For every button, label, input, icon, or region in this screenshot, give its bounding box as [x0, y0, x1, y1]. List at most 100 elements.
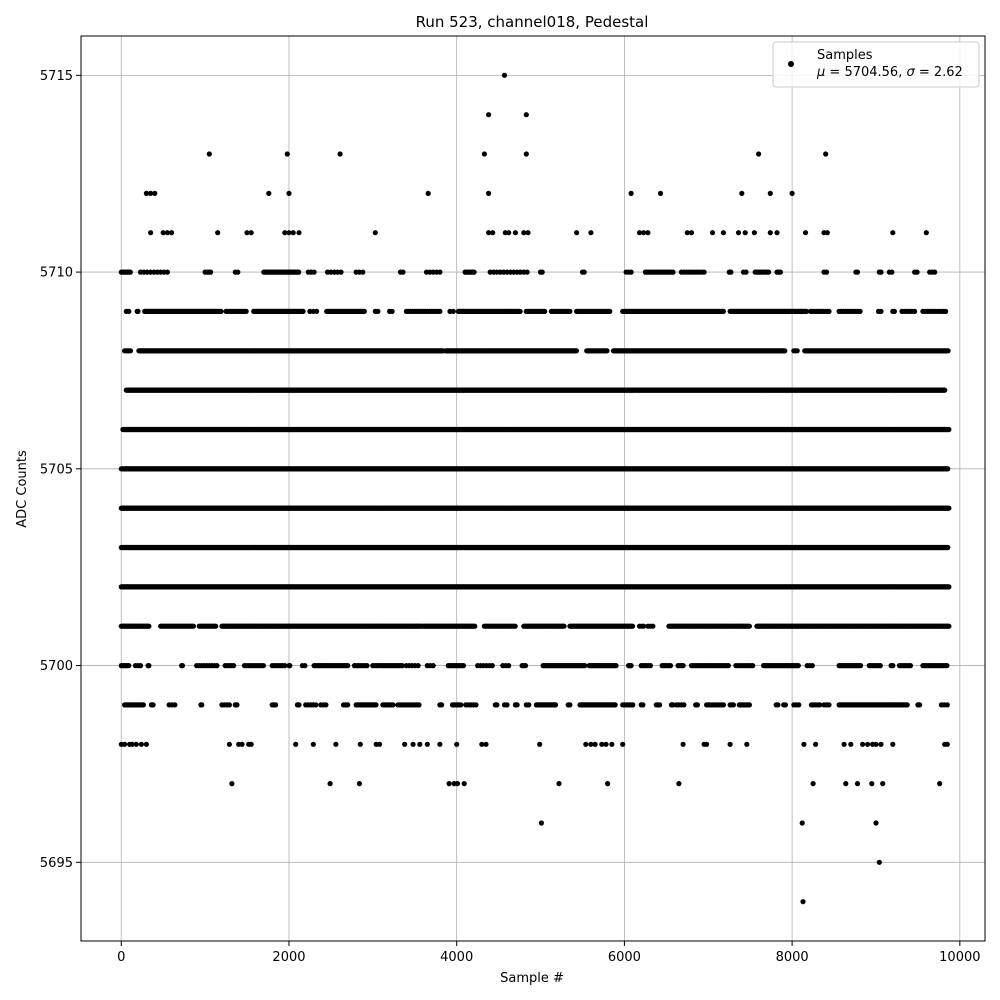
sample-point: [400, 269, 406, 275]
chart-title: Run 523, channel018, Pedestal: [416, 13, 649, 31]
sample-point: [300, 308, 306, 314]
sample-point: [767, 190, 773, 196]
sample-point: [588, 230, 594, 236]
sample-point: [148, 230, 154, 236]
sample-point: [890, 230, 896, 236]
sample-point: [823, 151, 829, 157]
sample-point: [296, 230, 302, 236]
sample-point: [490, 230, 496, 236]
sample-point: [766, 269, 772, 275]
sample-point: [282, 230, 288, 236]
sample-point: [143, 190, 149, 196]
sample-point: [248, 230, 254, 236]
sample-point: [215, 230, 221, 236]
sample-point: [284, 151, 290, 157]
sample-point: [501, 72, 508, 78]
sample-point: [767, 230, 773, 236]
sample-point: [946, 426, 952, 433]
sample-point: [573, 348, 580, 354]
sample-point: [789, 190, 795, 196]
sample-point: [854, 269, 861, 275]
data-points: [118, 72, 952, 905]
sample-point: [160, 230, 166, 236]
sample-point: [823, 269, 830, 275]
sample-point: [932, 269, 938, 275]
sample-point: [923, 230, 929, 236]
sample-point: [126, 308, 132, 314]
sample-point: [296, 269, 302, 275]
sample-point: [235, 269, 241, 275]
sample-point: [942, 387, 948, 393]
sample-point: [169, 230, 175, 236]
sample-point: [218, 308, 224, 314]
sample-point: [164, 269, 170, 275]
sample-point: [567, 308, 573, 314]
sample-point: [945, 348, 951, 354]
sample-point: [481, 151, 487, 157]
sample-point: [360, 269, 366, 275]
sample-point: [290, 230, 296, 236]
sample-point: [857, 308, 863, 314]
sample-point: [525, 230, 531, 236]
sample-point: [486, 230, 492, 236]
sample-point: [670, 269, 676, 275]
sample-point: [912, 308, 918, 314]
sample-point: [437, 308, 443, 314]
sample-point: [826, 308, 832, 314]
sample-point: [641, 230, 647, 236]
sample-point: [164, 230, 170, 236]
sample-point: [127, 269, 133, 275]
sample-point: [286, 190, 292, 196]
sample-point: [824, 230, 830, 236]
sample-point: [135, 308, 141, 314]
sample-point: [338, 269, 344, 275]
sample-point: [523, 112, 529, 118]
sample-point: [389, 308, 395, 314]
sample-point: [581, 269, 587, 275]
sample-point: [604, 348, 610, 354]
sample-point: [148, 190, 154, 196]
sample-point: [742, 230, 748, 236]
sample-point: [751, 230, 758, 236]
sample-point: [794, 348, 800, 354]
sample-point: [701, 269, 707, 275]
sample-point: [774, 230, 780, 236]
sample-point: [286, 230, 292, 236]
sample-point: [777, 269, 784, 275]
sample-point: [517, 308, 523, 314]
sample-point: [523, 151, 529, 157]
sample-point: [524, 269, 530, 275]
sample-point: [739, 190, 745, 196]
sample-point: [891, 308, 898, 314]
sample-point: [337, 151, 343, 157]
sample-point: [878, 269, 884, 275]
sample-point: [628, 190, 634, 196]
sample-point: [512, 230, 519, 236]
sample-point: [688, 230, 695, 236]
sample-point: [521, 230, 527, 236]
sample-point: [735, 230, 742, 236]
sample-point: [486, 112, 492, 118]
sample-point: [208, 269, 214, 275]
sample-point: [889, 269, 895, 275]
sample-point: [684, 230, 690, 236]
sample-point: [450, 308, 456, 314]
sample-point: [645, 230, 651, 236]
sample-point: [607, 308, 613, 314]
sample-point: [914, 269, 920, 275]
sample-point: [720, 230, 727, 236]
sample-point: [720, 308, 727, 314]
sample-point: [266, 190, 272, 196]
sample-point: [437, 269, 443, 275]
sample-point: [361, 308, 367, 314]
sample-point: [802, 230, 809, 236]
sample-point: [425, 190, 431, 196]
sample-point: [206, 151, 212, 157]
sample-point: [243, 308, 249, 314]
sample-point: [486, 190, 492, 196]
sample-point: [152, 190, 158, 196]
sample-point: [574, 230, 580, 236]
sample-point: [127, 348, 134, 354]
sample-point: [636, 230, 643, 236]
